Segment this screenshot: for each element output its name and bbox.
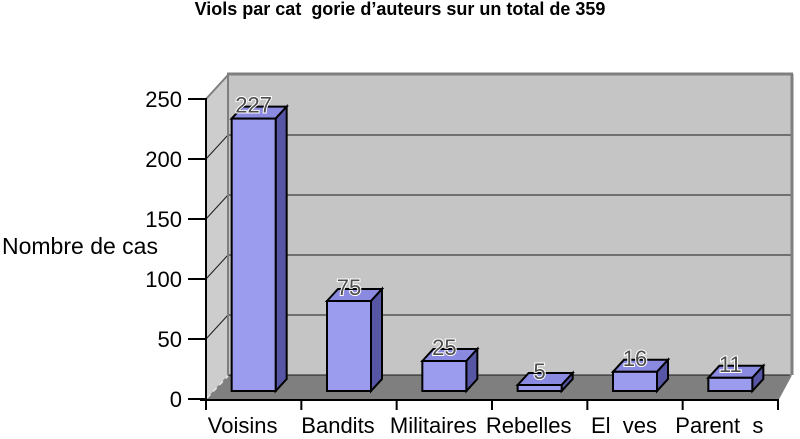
x-category-label: El ves xyxy=(591,413,657,438)
floor-right-edge xyxy=(777,374,792,400)
x-category-label: Voisins xyxy=(208,413,278,438)
y-axis-title: Nombre de cas xyxy=(2,233,158,259)
x-category-label: Rebelles xyxy=(486,413,572,438)
bar-value-label: 75 xyxy=(337,275,361,300)
x-category-label: Bandits xyxy=(301,413,374,438)
y-tick-label: 200 xyxy=(145,147,182,172)
chart-dynamic-layer: 0 50 100 150 200 250 227 75 25 5 16 11 Voisins Bandit… xyxy=(145,72,794,438)
y-tick-label: 50 xyxy=(158,327,182,352)
bar-side-face xyxy=(274,104,288,394)
x-category-label: Parent s xyxy=(675,413,763,438)
bar-value-label: 11 xyxy=(719,352,742,377)
bar-value-label: 25 xyxy=(432,335,456,360)
gridline-connector xyxy=(205,194,229,220)
y-tick-label: 150 xyxy=(145,207,182,232)
bar-front-face xyxy=(230,117,277,392)
back-wall xyxy=(228,75,791,375)
bar-value-label: 227 xyxy=(235,93,272,118)
bar-front-face xyxy=(516,384,563,392)
bar-front-face xyxy=(707,376,754,392)
bar-front-face xyxy=(421,360,468,392)
wall-top-left-edge xyxy=(205,74,229,100)
y-tick-label: 100 xyxy=(145,267,182,292)
bar-front-face xyxy=(612,370,658,392)
gridline-connector xyxy=(205,134,229,160)
bar-front-face xyxy=(326,300,372,392)
bar-value-label: 16 xyxy=(623,346,647,371)
bar-side-face xyxy=(370,286,383,394)
gridline-connector xyxy=(205,254,229,280)
x-category-label: Militaires xyxy=(390,413,477,438)
y-tick-label: 0 xyxy=(170,387,182,412)
gridline-connector xyxy=(205,314,229,340)
bar-value-label: 5 xyxy=(534,359,546,384)
y-tick-label: 250 xyxy=(145,87,182,112)
left-wall xyxy=(206,75,228,399)
chart-title: Viols par cat gorie d’auteurs sur un tot… xyxy=(194,0,606,19)
floor xyxy=(206,375,791,399)
